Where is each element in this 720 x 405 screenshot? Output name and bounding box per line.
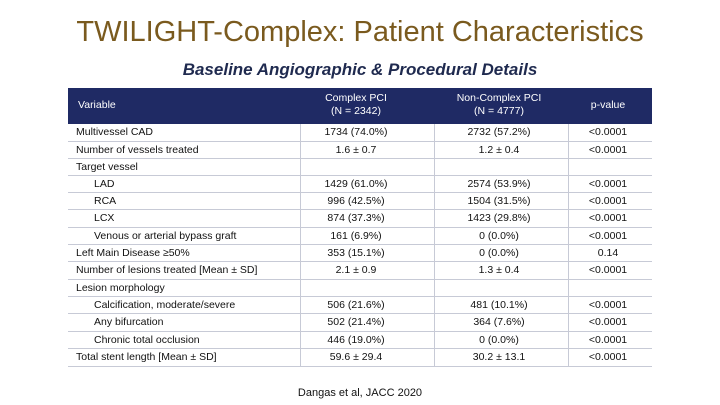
non-complex-value: 1.3 ± 0.4 (478, 264, 520, 276)
header-complex-pci-title: Complex PCI (325, 92, 387, 104)
non-complex-value: 0 (0.0%) (479, 230, 519, 242)
non-complex-value: 0 (0.0%) (479, 334, 519, 346)
p-value: 0.14 (597, 247, 619, 259)
complex-value: 446 (19.0%) (327, 334, 385, 346)
p-value: <0.0001 (588, 351, 628, 363)
row-separator (68, 141, 652, 142)
header-non-complex-pci-n: (N = 4777) (474, 105, 524, 117)
p-value: <0.0001 (588, 212, 628, 224)
p-value: <0.0001 (588, 178, 628, 190)
header-non-complex-pci-title: Non-Complex PCI (456, 92, 542, 104)
table-row: Number of lesions treated [Mean ± SD] 2.1… (68, 262, 652, 279)
slide-title: TWILIGHT-Complex: Patient Characteristic… (76, 16, 644, 48)
non-complex-value: 0 (0.0%) (479, 247, 519, 259)
row-separator (68, 313, 652, 314)
row-separator (68, 331, 652, 332)
table-row: Total stent length [Mean ± SD] 59.6 ± 29.… (68, 349, 652, 366)
header-p-value: p-value (590, 99, 626, 111)
row-label: Multivessel CAD (76, 126, 154, 138)
non-complex-value: 1423 (29.8%) (467, 212, 531, 224)
complex-value: 353 (15.1%) (327, 247, 385, 259)
table-row: Chronic total occlusion 446 (19.0%) 0 (0.0… (68, 332, 652, 349)
row-label: Left Main Disease ≥50% (76, 247, 190, 259)
table-row: Number of vessels treated 1.6 ± 0.7 1.2 ± … (68, 142, 652, 159)
non-complex-value: 364 (7.6%) (473, 316, 525, 328)
non-complex-value: 1.2 ± 0.4 (478, 144, 520, 156)
row-label: Target vessel (76, 161, 138, 173)
non-complex-value: 30.2 ± 13.1 (472, 351, 526, 363)
p-value: <0.0001 (588, 264, 628, 276)
row-separator (68, 209, 652, 210)
row-label: Any bifurcation (94, 316, 164, 328)
p-value: <0.0001 (588, 144, 628, 156)
header-complex-pci-n: (N = 2342) (331, 105, 381, 117)
row-separator (68, 158, 652, 159)
table-row: Calcification, moderate/severe 506 (21.6%… (68, 297, 652, 314)
table-row: Multivessel CAD 1734 (74.0%) 2732 (57.2%) <… (68, 124, 652, 141)
table-row: Left Main Disease ≥50% 353 (15.1%) 0 (0.0%… (68, 245, 652, 262)
table-row: LAD 1429 (61.0%) 2574 (53.9%) <0.0001 (68, 176, 652, 193)
slide-subtitle: Baseline Angiographic & Procedural Detai… (182, 60, 538, 79)
row-label: LCX (94, 212, 115, 224)
p-value: <0.0001 (588, 195, 628, 207)
column-divider (300, 124, 301, 366)
column-divider (568, 124, 569, 366)
p-value: <0.0001 (588, 299, 628, 311)
row-separator (68, 296, 652, 297)
non-complex-value: 1504 (31.5%) (467, 195, 531, 207)
complex-value: 506 (21.6%) (327, 299, 385, 311)
row-separator (68, 279, 652, 280)
table-row: Target vessel (68, 159, 652, 176)
row-separator (68, 227, 652, 228)
non-complex-value: 481 (10.1%) (470, 299, 528, 311)
table-row: Any bifurcation 502 (21.4%) 364 (7.6%) <0.0… (68, 314, 652, 331)
complex-value: 59.6 ± 29.4 (329, 351, 383, 363)
row-label: Total stent length [Mean ± SD] (76, 351, 217, 363)
table-row: LCX 874 (37.3%) 1423 (29.8%) <0.0001 (68, 210, 652, 227)
p-value: <0.0001 (588, 230, 628, 242)
header-variable: Variable (78, 99, 116, 111)
row-separator (68, 244, 652, 245)
row-label: Calcification, moderate/severe (94, 299, 236, 311)
row-label: Number of lesions treated [Mean ± SD] (76, 264, 258, 276)
complex-value: 996 (42.5%) (327, 195, 385, 207)
p-value: <0.0001 (588, 334, 628, 346)
row-separator (68, 348, 652, 349)
complex-value: 874 (37.3%) (327, 212, 385, 224)
row-label: Venous or arterial bypass graft (94, 230, 237, 242)
citation: Dangas et al, JACC 2020 (297, 387, 423, 399)
table-row: RCA 996 (42.5%) 1504 (31.5%) <0.0001 (68, 193, 652, 210)
complex-value: 502 (21.4%) (327, 316, 385, 328)
p-value: <0.0001 (588, 126, 628, 138)
row-separator (68, 192, 652, 193)
p-value: <0.0001 (588, 316, 628, 328)
complex-value: 2.1 ± 0.9 (335, 264, 377, 276)
non-complex-value: 2574 (53.9%) (467, 178, 531, 190)
row-label: Lesion morphology (76, 282, 165, 294)
row-label: LAD (94, 178, 115, 190)
table-row: Lesion morphology (68, 280, 652, 297)
complex-value: 1734 (74.0%) (324, 126, 388, 138)
complex-value: 1.6 ± 0.7 (335, 144, 377, 156)
row-separator (68, 261, 652, 262)
row-label: Chronic total occlusion (94, 334, 200, 346)
row-separator (68, 366, 652, 367)
column-divider (434, 124, 435, 366)
row-separator (68, 175, 652, 176)
table-row: Venous or arterial bypass graft 161 (6.9%… (68, 228, 652, 245)
complex-value: 161 (6.9%) (330, 230, 382, 242)
row-label: RCA (94, 195, 117, 207)
header-complex-pci: Complex PCI (N = 2342) (300, 92, 412, 118)
header-non-complex-pci: Non-Complex PCI (N = 4777) (434, 92, 564, 118)
row-label: Number of vessels treated (76, 144, 199, 156)
complex-value: 1429 (61.0%) (324, 178, 388, 190)
table-header: Variable Complex PCI (N = 2342) Non-Comp… (68, 88, 652, 124)
non-complex-value: 2732 (57.2%) (467, 126, 531, 138)
